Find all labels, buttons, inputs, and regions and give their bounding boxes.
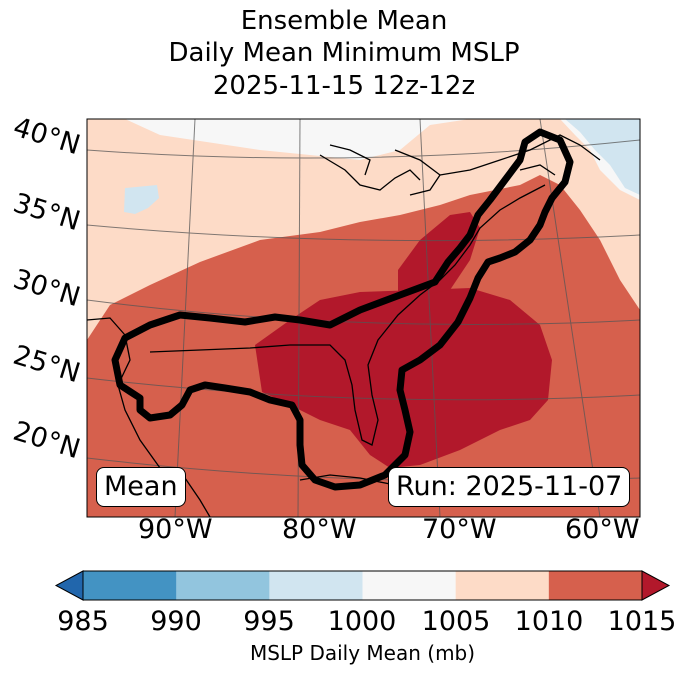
lon-label-70: 70°W — [422, 514, 497, 545]
lon-label-80: 80°W — [282, 514, 357, 545]
colorbar-segment-2 — [176, 571, 270, 600]
field-995-1000-ne — [565, 119, 640, 195]
mean-box: Mean — [96, 467, 186, 507]
colorbar-tick-1010: 1010 — [514, 606, 584, 637]
colorbar-tick-985: 985 — [57, 606, 109, 637]
colorbar-tick-1015: 1015 — [607, 606, 677, 637]
colorbar-tick-1005: 1005 — [421, 606, 491, 637]
colorbar-tick-995: 995 — [243, 606, 295, 637]
colorbar-tick-990: 990 — [150, 606, 202, 637]
colorbar-segment-1 — [83, 571, 177, 600]
contour-outline — [111, 128, 574, 491]
field-995-1000-west — [124, 185, 159, 214]
title-line-1: Ensemble Mean — [240, 6, 448, 36]
title-line-3: 2025-11-15 12z-12z — [212, 71, 476, 101]
colorbar-segment-5 — [455, 571, 550, 600]
lon-label-60: 60°W — [565, 514, 640, 545]
colorbar-segment-3 — [269, 571, 363, 600]
colorbar-extend-high — [641, 570, 671, 601]
colorbar-segment-6 — [548, 571, 643, 600]
colorbar-tick-1000: 1000 — [327, 606, 397, 637]
lon-label-90: 90°W — [138, 514, 213, 545]
colorbar-label: MSLP Daily Mean (mb) — [249, 641, 476, 665]
coastlines — [87, 134, 601, 517]
run-box: Run: 2025-11-07 — [388, 467, 631, 507]
title-line-2: Daily Mean Minimum MSLP — [168, 38, 520, 68]
colorbar-segment-4 — [362, 571, 457, 600]
colorbar-extend-low — [54, 570, 84, 601]
